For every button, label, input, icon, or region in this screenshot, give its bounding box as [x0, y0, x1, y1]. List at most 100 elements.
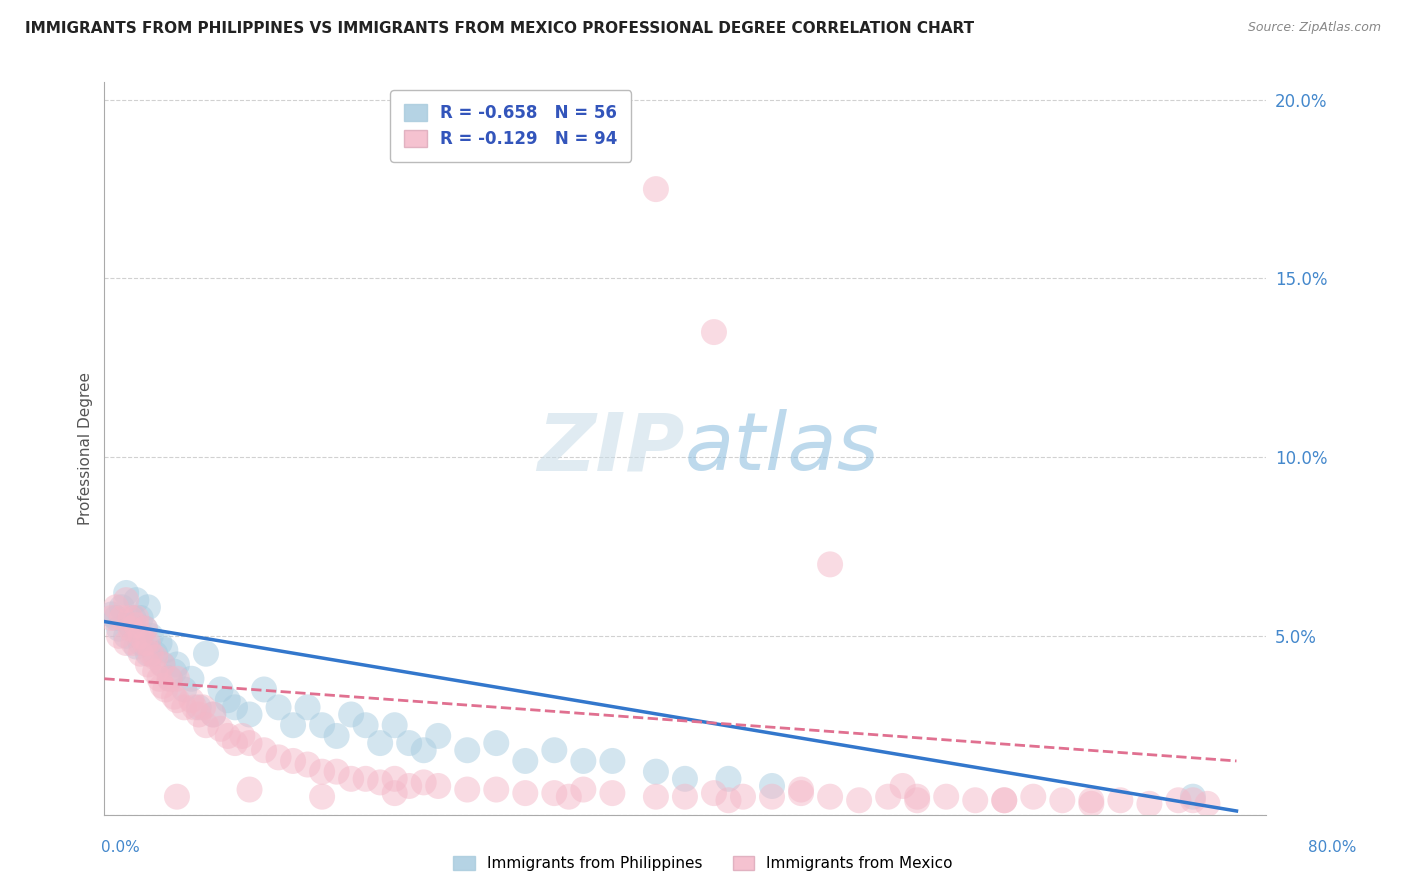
Point — [398, 736, 420, 750]
Point — [905, 793, 928, 807]
Text: IMMIGRANTS FROM PHILIPPINES VS IMMIGRANTS FROM MEXICO PROFESSIONAL DEGREE CORREL: IMMIGRANTS FROM PHILIPPINES VS IMMIGRANT… — [25, 21, 974, 37]
Point — [136, 636, 159, 650]
Point — [761, 779, 783, 793]
Point — [166, 657, 188, 672]
Point — [120, 611, 142, 625]
Point — [120, 622, 142, 636]
Point — [152, 657, 174, 672]
Point — [790, 786, 813, 800]
Text: 80.0%: 80.0% — [1309, 839, 1357, 855]
Point — [543, 743, 565, 757]
Point — [122, 611, 145, 625]
Point — [253, 682, 276, 697]
Point — [703, 325, 725, 339]
Point — [120, 618, 142, 632]
Point — [354, 772, 377, 786]
Point — [136, 647, 159, 661]
Point — [412, 775, 434, 789]
Point — [572, 754, 595, 768]
Point — [311, 718, 333, 732]
Point — [129, 636, 152, 650]
Point — [100, 611, 122, 625]
Point — [180, 693, 202, 707]
Point — [129, 611, 152, 625]
Point — [1080, 793, 1102, 807]
Text: Source: ZipAtlas.com: Source: ZipAtlas.com — [1247, 21, 1381, 35]
Point — [281, 754, 304, 768]
Point — [993, 793, 1015, 807]
Point — [818, 789, 841, 804]
Point — [209, 682, 232, 697]
Point — [183, 700, 205, 714]
Point — [267, 750, 290, 764]
Point — [427, 779, 450, 793]
Point — [159, 672, 181, 686]
Point — [1167, 793, 1189, 807]
Point — [187, 707, 209, 722]
Point — [217, 693, 239, 707]
Point — [340, 772, 363, 786]
Point — [253, 743, 276, 757]
Point — [340, 707, 363, 722]
Point — [202, 707, 225, 722]
Point — [111, 600, 134, 615]
Point — [108, 622, 131, 636]
Point — [848, 793, 870, 807]
Point — [1109, 793, 1132, 807]
Point — [717, 772, 740, 786]
Point — [965, 793, 987, 807]
Point — [136, 600, 159, 615]
Point — [152, 657, 174, 672]
Point — [155, 682, 177, 697]
Point — [1022, 789, 1045, 804]
Point — [231, 729, 253, 743]
Point — [325, 764, 347, 779]
Point — [224, 736, 246, 750]
Point — [125, 593, 148, 607]
Point — [673, 789, 696, 804]
Legend: R = -0.658   N = 56, R = -0.129   N = 94: R = -0.658 N = 56, R = -0.129 N = 94 — [391, 90, 631, 161]
Point — [311, 789, 333, 804]
Legend: Immigrants from Philippines, Immigrants from Mexico: Immigrants from Philippines, Immigrants … — [447, 850, 959, 877]
Point — [935, 789, 957, 804]
Point — [543, 786, 565, 800]
Point — [152, 679, 174, 693]
Point — [515, 786, 537, 800]
Point — [217, 729, 239, 743]
Point — [717, 793, 740, 807]
Point — [602, 786, 624, 800]
Point — [384, 772, 406, 786]
Point — [163, 665, 186, 679]
Point — [368, 736, 391, 750]
Point — [384, 718, 406, 732]
Y-axis label: Professional Degree: Professional Degree — [79, 372, 93, 524]
Point — [108, 629, 131, 643]
Point — [202, 707, 225, 722]
Point — [281, 718, 304, 732]
Point — [398, 779, 420, 793]
Point — [224, 700, 246, 714]
Point — [1052, 793, 1074, 807]
Point — [125, 640, 148, 654]
Point — [173, 682, 195, 697]
Point — [1197, 797, 1219, 811]
Point — [325, 729, 347, 743]
Point — [558, 789, 581, 804]
Point — [877, 789, 900, 804]
Point — [1137, 797, 1160, 811]
Point — [134, 622, 156, 636]
Point — [905, 789, 928, 804]
Point — [209, 722, 232, 736]
Point — [173, 700, 195, 714]
Point — [134, 636, 156, 650]
Point — [427, 729, 450, 743]
Point — [187, 700, 209, 714]
Point — [456, 782, 478, 797]
Point — [148, 672, 170, 686]
Point — [891, 779, 914, 793]
Point — [761, 789, 783, 804]
Point — [238, 782, 260, 797]
Point — [104, 611, 127, 625]
Point — [572, 782, 595, 797]
Point — [163, 690, 186, 704]
